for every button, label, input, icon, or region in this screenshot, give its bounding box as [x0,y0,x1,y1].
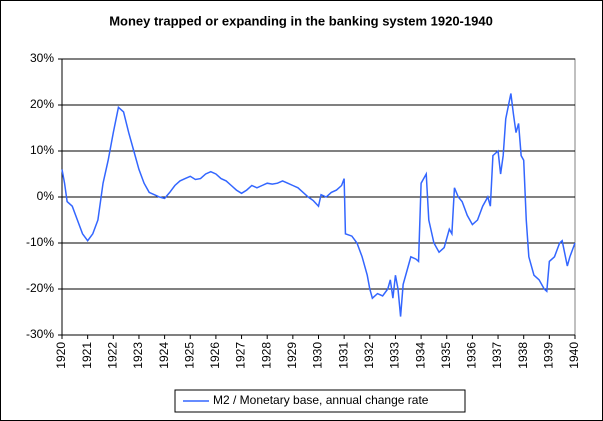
x-tick-label: 1920 [54,342,68,369]
data-line [61,93,576,317]
chart-title: Money trapped or expanding in the bankin… [109,13,493,28]
y-tick-label: 20% [30,97,54,111]
legend-box [174,389,466,413]
x-tick-label: 1934 [413,342,427,369]
x-tick-label: 1921 [80,342,94,369]
x-tick-label: 1929 [285,342,299,369]
y-tick-label: 10% [30,143,54,157]
x-tick-label: 1928 [259,342,273,369]
y-tick-label: -10% [26,235,54,249]
x-tick-label: 1926 [208,342,222,369]
x-tick-label: 1923 [131,342,145,369]
x-tick-label: 1940 [567,342,581,369]
x-tick-label: 1938 [516,342,530,369]
x-tick-label: 1931 [336,342,350,369]
x-tick-label: 1935 [439,342,453,369]
x-tick-label: 1927 [234,342,248,369]
legend-label: M2 / Monetary base, annual change rate [213,393,429,407]
y-tick-label: 0% [37,189,55,203]
x-tick-label: 1939 [542,342,556,369]
x-tick-label: 1922 [105,342,119,369]
x-tick-label: 1924 [157,342,171,369]
x-tick-label: 1932 [362,342,376,369]
x-tick-label: 1936 [465,342,479,369]
x-tick-label: 1937 [490,342,504,369]
x-tick-label: 1933 [388,342,402,369]
y-tick-label: -30% [26,327,54,341]
y-tick-label: 30% [30,51,54,65]
x-tick-label: 1930 [311,342,325,369]
y-tick-label: -20% [26,281,54,295]
x-tick-label: 1925 [182,342,196,369]
